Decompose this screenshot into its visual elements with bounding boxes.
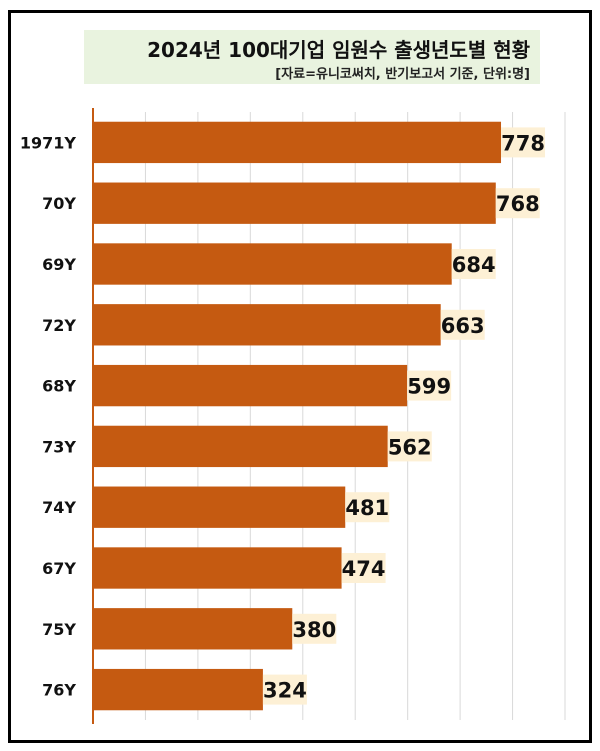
value-label-bg [501, 127, 546, 158]
category-label: 76Y [42, 681, 76, 700]
value-label: 599 [407, 375, 451, 399]
value-label-bg [262, 674, 307, 705]
value-label: 481 [345, 496, 389, 520]
title-box: 2024년 100대기업 임원수 출생년도별 현황 [자료=유니코써치, 반기보… [84, 30, 540, 84]
bar [93, 547, 342, 589]
category-label: 1971Y [20, 133, 77, 152]
value-label: 324 [263, 679, 307, 703]
bar [93, 182, 496, 224]
category-labels: 1971Y 70Y 69Y 72Y 68Y 73Y 74Y 67Y 75Y 76Y [20, 133, 77, 699]
bars [93, 121, 502, 711]
value-label: 380 [292, 618, 336, 642]
bar [93, 425, 388, 468]
category-label: 75Y [42, 620, 76, 639]
chart-subtitle: [자료=유니코써치, 반기보고서 기준, 단위:명] [275, 67, 530, 82]
value-label-bg [341, 553, 386, 583]
value-label: 474 [342, 557, 386, 581]
category-label: 72Y [42, 316, 76, 335]
bar [93, 364, 408, 407]
bar [93, 608, 293, 650]
bar [93, 486, 346, 528]
value-labels: 778 768 684 663 599 562 481 474 380 324 [262, 127, 546, 705]
category-label: 69Y [42, 255, 76, 274]
value-label-bg [440, 309, 485, 340]
value-label-bg [292, 613, 337, 644]
category-label: 68Y [42, 377, 76, 396]
category-label: 70Y [42, 194, 76, 213]
category-label: 73Y [42, 437, 76, 456]
value-label-bg [495, 188, 540, 219]
value-label: 562 [388, 435, 432, 459]
bar [93, 121, 502, 164]
value-label-bg [345, 492, 390, 523]
value-label-bg [407, 370, 452, 401]
category-label: 67Y [42, 559, 76, 578]
value-label-bg [387, 431, 432, 462]
value-label: 768 [496, 192, 540, 216]
bar [93, 668, 263, 711]
category-label: 74Y [42, 498, 76, 517]
bar [93, 243, 452, 285]
value-label: 663 [441, 314, 485, 338]
bar [93, 304, 441, 346]
value-label: 684 [452, 253, 496, 277]
value-label: 778 [501, 131, 545, 155]
chart-title: 2024년 100대기업 임원수 출생년도별 현황 [147, 38, 530, 62]
value-label-bg [451, 249, 496, 279]
